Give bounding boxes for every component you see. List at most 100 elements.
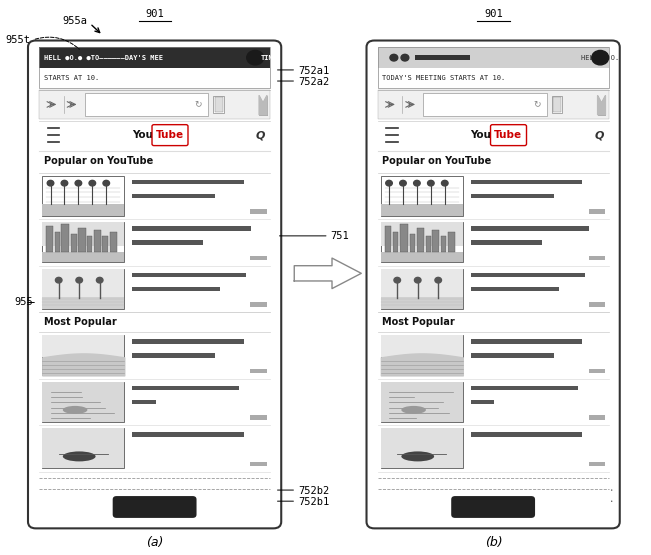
Bar bbox=[250, 415, 267, 420]
Bar bbox=[471, 226, 589, 231]
Bar bbox=[448, 233, 456, 253]
Circle shape bbox=[61, 180, 68, 186]
Bar bbox=[589, 415, 605, 420]
Bar bbox=[42, 269, 124, 297]
Bar bbox=[132, 194, 215, 198]
Bar bbox=[71, 234, 77, 253]
Bar bbox=[381, 382, 463, 422]
Bar bbox=[250, 462, 267, 466]
Bar bbox=[85, 93, 208, 117]
Circle shape bbox=[48, 180, 54, 186]
Bar bbox=[102, 236, 108, 253]
Bar bbox=[39, 90, 270, 119]
Bar bbox=[589, 302, 605, 307]
Text: Most Popular: Most Popular bbox=[382, 317, 455, 327]
Circle shape bbox=[247, 51, 264, 65]
Circle shape bbox=[394, 278, 400, 283]
Bar bbox=[214, 95, 224, 113]
Bar bbox=[378, 47, 609, 88]
Text: ↻: ↻ bbox=[533, 99, 541, 108]
Bar bbox=[132, 180, 243, 184]
Bar bbox=[250, 256, 267, 260]
Bar bbox=[39, 47, 270, 68]
Bar bbox=[381, 335, 463, 357]
Bar bbox=[381, 204, 463, 216]
Circle shape bbox=[413, 180, 420, 186]
Bar bbox=[250, 209, 267, 214]
Bar bbox=[381, 335, 463, 375]
Bar bbox=[78, 229, 86, 253]
Circle shape bbox=[428, 180, 434, 186]
Bar bbox=[42, 176, 124, 216]
Bar bbox=[553, 97, 561, 112]
Bar bbox=[552, 95, 562, 113]
Bar bbox=[250, 302, 267, 307]
Bar bbox=[42, 428, 124, 468]
Circle shape bbox=[401, 54, 409, 61]
Bar bbox=[132, 339, 243, 344]
Text: 752b1: 752b1 bbox=[298, 497, 329, 507]
Circle shape bbox=[96, 278, 103, 283]
Bar bbox=[61, 224, 70, 253]
Text: (b): (b) bbox=[484, 536, 503, 549]
Bar bbox=[381, 223, 463, 263]
Text: Popular on YouTube: Popular on YouTube bbox=[382, 156, 492, 166]
Text: 752b2: 752b2 bbox=[298, 486, 329, 496]
Bar bbox=[39, 47, 270, 88]
Text: 901: 901 bbox=[484, 9, 503, 19]
Bar bbox=[94, 230, 100, 253]
Bar bbox=[378, 90, 609, 119]
FancyBboxPatch shape bbox=[491, 125, 527, 145]
Bar bbox=[589, 256, 605, 260]
FancyBboxPatch shape bbox=[367, 41, 620, 528]
Bar bbox=[42, 335, 124, 357]
Bar bbox=[589, 462, 605, 466]
Polygon shape bbox=[598, 95, 605, 115]
Text: You: You bbox=[132, 130, 152, 140]
Text: HELL ● O.: HELL ● O. bbox=[581, 54, 619, 60]
Text: Q: Q bbox=[594, 130, 603, 140]
Bar bbox=[109, 233, 117, 253]
Text: STARTS AT 10.: STARTS AT 10. bbox=[44, 75, 99, 81]
Polygon shape bbox=[259, 95, 267, 115]
Bar bbox=[589, 369, 605, 373]
Bar bbox=[471, 386, 577, 390]
Bar bbox=[441, 236, 447, 253]
Ellipse shape bbox=[62, 406, 87, 414]
Text: 752a1: 752a1 bbox=[298, 66, 329, 76]
FancyBboxPatch shape bbox=[113, 496, 197, 518]
Bar bbox=[381, 269, 463, 309]
Text: 751: 751 bbox=[331, 231, 350, 241]
Text: (a): (a) bbox=[146, 536, 163, 549]
Bar bbox=[42, 204, 124, 216]
Circle shape bbox=[435, 278, 441, 283]
Text: 955: 955 bbox=[14, 297, 33, 307]
Bar bbox=[42, 223, 124, 263]
Circle shape bbox=[55, 278, 62, 283]
Ellipse shape bbox=[62, 451, 96, 461]
Bar bbox=[432, 230, 439, 253]
Bar bbox=[415, 56, 470, 60]
Bar bbox=[132, 353, 215, 358]
Text: Most Popular: Most Popular bbox=[44, 317, 117, 327]
Bar bbox=[42, 382, 124, 422]
Text: 955t: 955t bbox=[6, 35, 31, 45]
Text: TODAY'S MEETING STARTS AT 10.: TODAY'S MEETING STARTS AT 10. bbox=[382, 75, 505, 81]
Bar bbox=[385, 226, 391, 253]
Bar bbox=[471, 339, 582, 344]
Circle shape bbox=[400, 180, 406, 186]
Circle shape bbox=[592, 51, 609, 65]
Text: 955a: 955a bbox=[62, 16, 87, 26]
Bar bbox=[393, 233, 398, 253]
Bar bbox=[471, 194, 554, 198]
Text: Q: Q bbox=[256, 130, 265, 140]
Bar bbox=[381, 428, 463, 468]
Bar bbox=[400, 224, 408, 253]
Circle shape bbox=[386, 180, 393, 186]
Bar bbox=[55, 233, 59, 253]
Circle shape bbox=[75, 180, 81, 186]
Bar bbox=[381, 253, 463, 263]
Circle shape bbox=[89, 180, 96, 186]
Bar bbox=[132, 386, 239, 390]
Bar bbox=[471, 432, 582, 437]
